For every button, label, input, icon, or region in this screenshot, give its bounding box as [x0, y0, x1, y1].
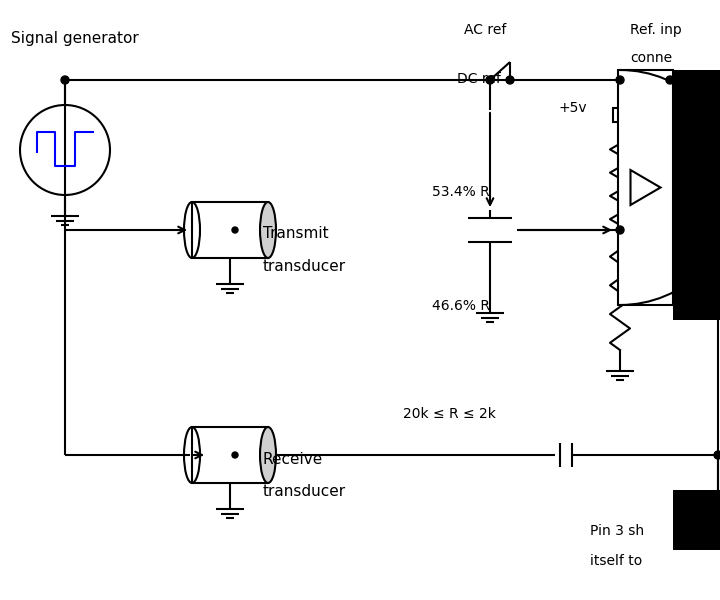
Text: Signal generator: Signal generator: [11, 31, 138, 46]
Bar: [673, 490, 720, 550]
Bar: [618, 70, 673, 305]
Circle shape: [616, 76, 624, 84]
Circle shape: [486, 76, 494, 84]
Text: conne: conne: [630, 51, 672, 65]
Circle shape: [666, 76, 674, 84]
Circle shape: [232, 227, 238, 233]
Circle shape: [506, 76, 514, 84]
Text: AC ref: AC ref: [464, 23, 507, 37]
Text: transducer: transducer: [263, 485, 346, 499]
Text: itself to: itself to: [590, 554, 643, 568]
Circle shape: [232, 452, 238, 458]
Text: 46.6% R: 46.6% R: [432, 299, 490, 313]
Ellipse shape: [260, 427, 276, 483]
Text: 20k ≤ R ≤ 2k: 20k ≤ R ≤ 2k: [403, 407, 496, 421]
Circle shape: [61, 76, 69, 84]
Bar: [613, 108, 627, 122]
Circle shape: [616, 226, 624, 234]
Text: 8: 8: [698, 113, 706, 127]
Text: DC ref: DC ref: [457, 72, 501, 86]
Circle shape: [714, 451, 720, 459]
Circle shape: [714, 226, 720, 234]
Bar: [192, 427, 268, 483]
Bar: [673, 70, 720, 320]
Text: Ref. inp: Ref. inp: [630, 23, 682, 37]
Ellipse shape: [260, 202, 276, 258]
Text: Receive: Receive: [263, 451, 323, 467]
Text: transducer: transducer: [263, 259, 346, 274]
Text: 53.4% R: 53.4% R: [432, 185, 490, 199]
Bar: [192, 202, 268, 258]
Text: Transmit: Transmit: [263, 226, 328, 241]
Text: +5v: +5v: [558, 101, 587, 115]
Text: Pin 3 sh: Pin 3 sh: [590, 524, 644, 538]
